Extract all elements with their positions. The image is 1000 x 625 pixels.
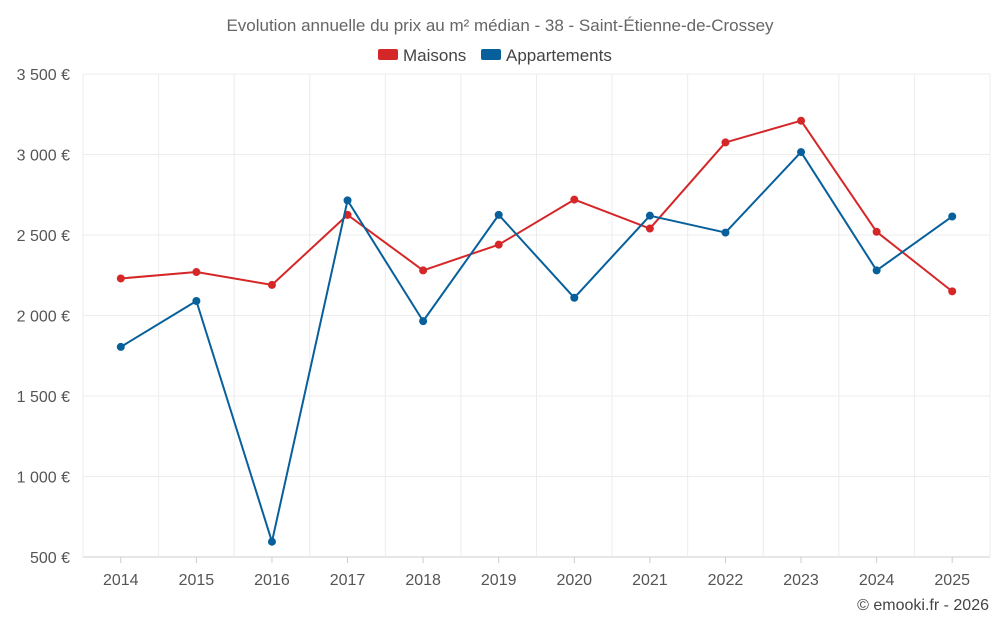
grid [82,73,991,558]
data-point-maisons[interactable] [721,138,730,147]
data-point-maisons[interactable] [645,224,654,233]
y-tick-label: 500 € [30,550,70,567]
legend: Maisons Appartements [378,46,612,65]
x-tick-label: 2022 [708,572,744,589]
data-point-appartements[interactable] [494,210,503,219]
data-point-maisons[interactable] [570,195,579,204]
data-point-appartements[interactable] [645,211,654,220]
credit-text: © emooki.fr - 2026 [857,597,989,614]
chart-title: Evolution annuelle du prix au m² médian … [226,16,774,35]
series-appartements [116,148,957,546]
data-point-appartements[interactable] [948,212,957,221]
x-tick-label: 2018 [405,572,441,589]
x-tick-label: 2025 [934,572,970,589]
y-tick-label: 2 000 € [17,309,70,326]
data-point-appartements[interactable] [419,317,428,326]
x-tick-label: 2024 [859,572,895,589]
x-axis-ticks: 2014 2015 2016 2017 2018 2019 2020 2021 2022 2023… [103,557,970,589]
x-tick-label: 2014 [103,572,139,589]
y-tick-label: 1 500 € [17,389,70,406]
legend-swatch-appartements [481,49,501,60]
data-point-appartements[interactable] [872,266,881,275]
data-point-appartements[interactable] [570,293,579,302]
data-point-maisons[interactable] [872,227,881,236]
data-point-maisons[interactable] [267,280,276,289]
data-point-appartements[interactable] [192,297,201,306]
data-point-maisons[interactable] [116,274,125,283]
x-tick-label: 2020 [556,572,592,589]
x-tick-label: 2019 [481,572,517,589]
x-tick-label: 2017 [330,572,366,589]
legend-swatch-maisons [378,49,398,60]
data-point-appartements[interactable] [721,228,730,237]
data-point-appartements[interactable] [116,342,125,351]
x-tick-label: 2021 [632,572,668,589]
data-point-maisons[interactable] [797,116,806,125]
y-tick-label: 3 500 € [17,67,70,84]
x-tick-label: 2023 [783,572,819,589]
data-point-appartements[interactable] [267,537,276,546]
y-axis-ticks: 500 € 1 000 € 1 500 € 2 000 € 2 500 € 3 000 €… [17,67,70,567]
y-tick-label: 3 000 € [17,148,70,165]
x-tick-label: 2016 [254,572,290,589]
series [116,116,957,546]
series-line-appartements [120,151,953,543]
data-point-appartements[interactable] [343,196,352,205]
series-line-maisons [120,119,953,293]
y-tick-label: 1 000 € [17,470,70,487]
x-tick-label: 2015 [179,572,215,589]
y-tick-label: 2 500 € [17,228,70,245]
data-point-maisons[interactable] [192,268,201,277]
data-point-maisons[interactable] [419,266,428,275]
data-point-maisons[interactable] [494,240,503,249]
series-maisons [116,116,957,296]
legend-label-maisons[interactable]: Maisons [403,46,466,65]
legend-label-appartements[interactable]: Appartements [506,46,612,65]
data-point-appartements[interactable] [797,148,806,157]
data-point-maisons[interactable] [948,287,957,296]
